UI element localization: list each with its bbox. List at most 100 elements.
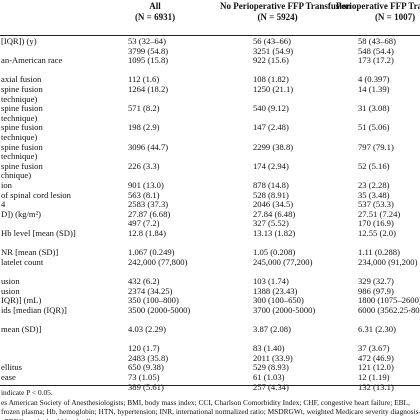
table-cell: 103 (1.74) — [253, 276, 289, 286]
table-cell: 3.87 (2.08) — [253, 324, 291, 334]
table-cell: 108 (1.82) — [253, 74, 289, 85]
table-cell: 61 (1.03) — [253, 372, 285, 382]
table-row: ease 73 (1.05) 61 (1.03) 12 (1.19) — [0, 372, 420, 383]
table-cell: 528 (8.91) — [253, 189, 289, 200]
header-divider — [0, 35, 420, 36]
table-cell: 73 (1.05) — [128, 372, 160, 382]
footnote-line: indicate P < 0.05. — [1, 388, 53, 397]
table-cell: 112 (1.6) — [128, 74, 160, 85]
table-cell: 4 (0.397) — [358, 74, 390, 85]
row-label: spine fusion — [1, 141, 43, 152]
row-label: ease — [1, 372, 16, 382]
row-label: ion — [1, 180, 12, 190]
table-cell: 27.51 (7.24) — [358, 208, 401, 219]
row-label: spine fusion — [1, 84, 43, 94]
table-row: technique) — [0, 94, 420, 105]
row-label: usion — [1, 285, 20, 296]
table-row: spine fusion 571 (8.2) 540 (9.12) 31 (3.08) — [0, 103, 420, 114]
table-bottom-rule — [0, 385, 420, 386]
table-cell: 389 (5.61) — [128, 381, 164, 392]
table-cell: 2483 (35.8) — [128, 352, 169, 363]
table-row: usion 432 (6.2) 103 (1.74) 329 (32.7) — [0, 276, 420, 287]
table-cell: 350 (100–800) — [128, 295, 179, 306]
row-label: D]) (kg/m²) — [1, 208, 42, 219]
header-all: All (N = 6931) — [100, 1, 210, 23]
table-cell: 548 (54.4) — [358, 45, 394, 56]
table-row: 3799 (54.8) 3251 (54.9) 548 (54.4) — [0, 46, 420, 57]
table-row: an-American race 1095 (15.8) 922 (15.6) 173… — [0, 55, 420, 66]
table-cell: 2299 (38.8) — [253, 141, 294, 152]
footnote-line: frozen plasma; Hb, hemoglobin; HTN, hype… — [1, 407, 420, 416]
table-cell: 529 (8.93) — [253, 362, 289, 373]
table-cell: 901 (13.0) — [128, 180, 164, 190]
table-cell: 23 (2.28) — [358, 180, 390, 190]
table-row: D]) (kg/m²) 27.87 (6.68) 27.84 (6.48) 27.51… — [0, 209, 420, 220]
table-cell: 986 (97.9) — [358, 285, 394, 296]
table-cell: 650 (9.38) — [128, 362, 164, 373]
table-cell: 242,000 (77,800) — [128, 256, 188, 267]
row-label: latelet count — [1, 256, 44, 267]
row-label: Hb level [mean (SD)] — [1, 228, 76, 238]
table-row: chnique) — [0, 170, 420, 181]
table-row: 4 2583 (37.3) 2046 (34.5) 537 (53.3) — [0, 199, 420, 210]
table-cell: 878 (14.8) — [253, 180, 289, 190]
row-label: IQR)] (mL) — [1, 295, 42, 306]
table-cell: 13.13 (1.82) — [253, 228, 296, 238]
table-cell: 327 (5.52) — [253, 218, 289, 229]
table-cell: 245,000 (77,200) — [253, 256, 313, 267]
table-cell: 6.31 (2.30) — [358, 324, 396, 334]
row-label: technique) — [1, 132, 38, 142]
table-cell: 537 (53.3) — [358, 199, 394, 210]
table-cell: 3096 (44.7) — [128, 141, 169, 152]
table-cell: 1800 (1075–2600) — [358, 295, 420, 306]
table-cell: 52 (5.16) — [358, 160, 390, 171]
row-label: spine fusion — [1, 160, 43, 171]
table-cell: 35 (3.48) — [358, 189, 390, 200]
table-cell: 1.11 (0.288) — [358, 247, 400, 258]
row-label: spine fusion — [1, 103, 43, 114]
table-cell: 37 (3.67) — [358, 343, 390, 354]
table-cell: 2011 (33.9) — [253, 352, 293, 363]
table-row: IQR)] (mL) 350 (100–800) 300 (100–650) 1800… — [0, 295, 420, 306]
table-row: spine fusion 3096 (44.7) 2299 (38.8) 797 (7… — [0, 142, 420, 153]
table-row: spine fusion 1264 (18.2) 1250 (21.1) 14 (1.… — [0, 84, 420, 95]
row-label: of spinal cord lesion — [1, 189, 71, 200]
table-cell: 234,000 (91,200) — [358, 256, 418, 267]
table-cell: 147 (2.48) — [253, 122, 289, 133]
header-all-title: All — [149, 1, 161, 11]
table-row: axial fusion 112 (1.6) 108 (1.82) 4 (0.397) — [0, 74, 420, 85]
table-cell: 53 (32–64) — [128, 36, 166, 46]
table-row: Hb level [mean (SD)] 12.8 (1.84) 13.13 (1.… — [0, 228, 420, 239]
table-cell: 12.8 (1.84) — [128, 228, 166, 238]
table-cell: 497 (7.2) — [128, 218, 160, 229]
row-label: chnique) — [1, 170, 32, 181]
table-cell: 27.87 (6.68) — [128, 208, 171, 219]
table-row: usion 2374 (34.25) 1388 (23.43) 986 (97.9) — [0, 286, 420, 297]
table-cell: 571 (8.2) — [128, 103, 160, 114]
table-cell: 472 (46.9) — [358, 352, 394, 363]
table-cell: 1.05 (0.208) — [253, 247, 296, 258]
table-cell: 14 (1.39) — [358, 84, 390, 94]
row-label: 4 — [1, 199, 6, 210]
row-label: [IQR]) (y) — [1, 36, 37, 46]
table-row: [IQR]) (y) 53 (32–64) 56 (43–66) 58 (43–68) — [0, 36, 420, 47]
header-ffp-count: (N = 1007) — [374, 12, 416, 22]
table-cell: 83 (1.40) — [253, 343, 285, 354]
table-cell: 922 (15.6) — [253, 55, 289, 66]
table-row: technique) — [0, 132, 420, 143]
row-label: ellitus — [1, 362, 23, 373]
table-row: 120 (1.7) 83 (1.40) 37 (3.67) — [0, 343, 420, 354]
table-cell: 3500 (2000-5000) — [128, 304, 191, 315]
footnote-line: es American Society of Anesthesiologists… — [1, 397, 410, 407]
row-label: technique) — [1, 93, 38, 104]
table-cell: 2583 (37.3) — [128, 199, 169, 210]
table-row: ids [median (IQR)] 3500 (2000-5000) 3700 (… — [0, 305, 420, 316]
table-row: ellitus 650 (9.38) 529 (8.93) 121 (12.0) — [0, 362, 420, 373]
table-cell: 540 (9.12) — [253, 103, 289, 114]
header-no-ffp: No Perioperative FFP Transfusion (N = 59… — [220, 1, 351, 23]
table-row: spine fusion 198 (2.9) 147 (2.48) 51 (5.06) — [0, 122, 420, 133]
row-label: NR [mean (SD)] — [1, 247, 59, 258]
table-cell: 51 (5.06) — [358, 122, 390, 133]
table-cell: 1250 (21.1) — [253, 84, 294, 94]
